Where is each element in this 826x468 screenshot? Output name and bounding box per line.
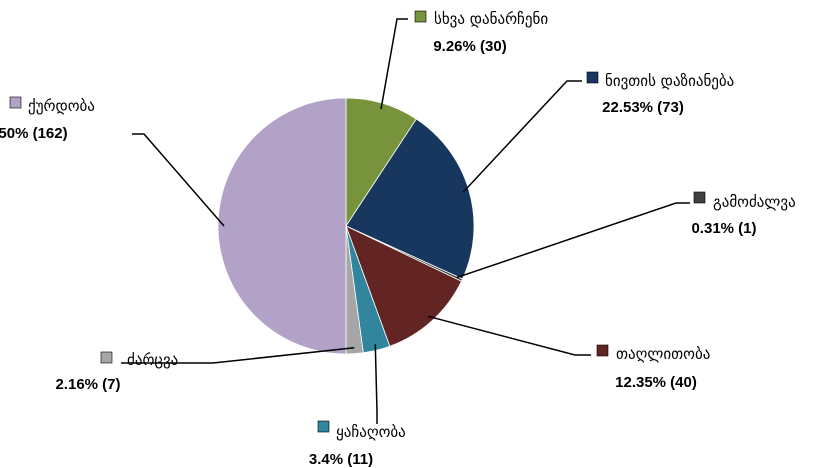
pie-slice [217,97,347,355]
label-color-square [414,10,427,23]
data-label-value: 0.31% (1) [691,220,756,237]
leader-line [462,80,582,193]
data-label-value: 12.35% (40) [615,374,697,391]
data-label-name: ქურდობა [28,97,95,115]
label-color-square [596,344,609,357]
data-label-value: 3.4% (11) [309,451,373,468]
leader-line [456,202,690,279]
pie-slice [345,225,463,347]
data-label-value: 22.53% (73) [602,99,684,116]
data-label-value: 9.26% (30) [433,38,506,55]
label-color-square [9,96,22,109]
data-label-value: 50% (162) [0,125,68,142]
data-label-name: თაღლითობა [616,345,710,363]
data-label-name: სხვა დანარჩენი [434,10,548,28]
data-labels: სხვა დანარჩენი 9.26% (30) ნივთის დაზიანება… [0,10,796,468]
data-label-name: ყაჩაღობა [336,423,406,441]
pie-slices [217,97,475,355]
label-color-square [100,351,113,364]
data-label-name: ძარცვა [127,351,178,369]
data-label-name: გამოძალვა [713,193,796,211]
leader-line [132,133,225,227]
leader-line [374,344,378,424]
label-color-square [693,191,706,204]
data-label-name: ნივთის დაზიანება [605,72,734,90]
label-color-square [317,420,330,433]
leader-lines [121,18,690,424]
data-label-value: 2.16% (7) [55,376,120,393]
leader-line [427,315,591,356]
leader-line [121,346,355,364]
label-color-square [586,71,599,84]
leader-line [380,18,408,110]
pie-slice [345,118,475,280]
